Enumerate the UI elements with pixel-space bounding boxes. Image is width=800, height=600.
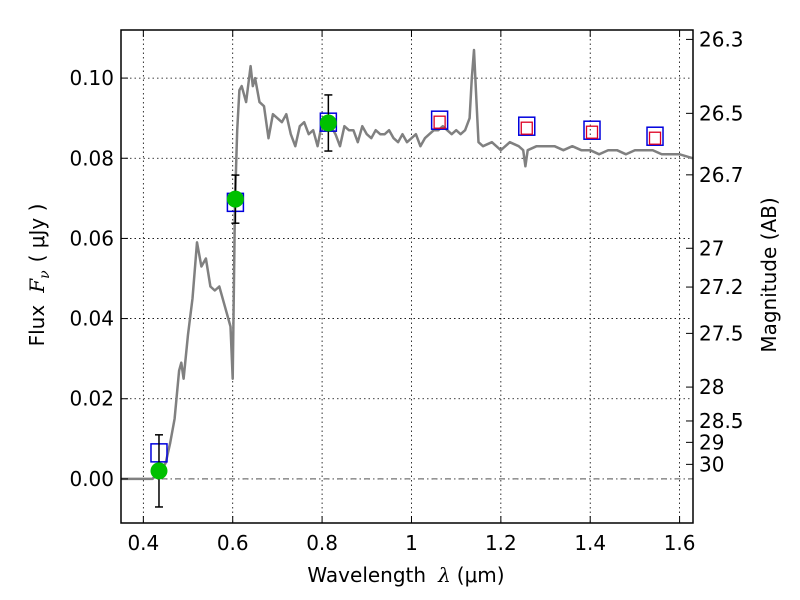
model-photometry-box [430, 110, 449, 130]
x-axis-symbol: λ [437, 563, 451, 587]
y-axis-symbol: F [25, 278, 49, 294]
grid [121, 30, 693, 523]
y-axis-label: Flux Fν ( μJy ) [25, 204, 53, 347]
y2-tick-label: 28 [699, 375, 724, 399]
y-tick-label: 0.04 [69, 307, 114, 331]
x-tick-label: 1.2 [485, 531, 517, 555]
y-tick-label: 0.10 [69, 66, 114, 90]
y-ticks: 0.00 0.02 0.04 0.06 0.08 0.10 [69, 66, 128, 491]
y-axis-unit: ( μJy ) [25, 204, 49, 263]
observed-point [150, 462, 168, 480]
y2-tick-label: 30 [699, 452, 724, 476]
y-axis-subscript: ν [37, 270, 53, 279]
y2-tick-label: 28.5 [699, 409, 744, 433]
y2-axis-label: Magnitude (AB) [757, 197, 781, 352]
model-photometry-box [583, 120, 601, 140]
model-spectrum-line [121, 48, 694, 481]
x-tick-label: 1.6 [664, 531, 696, 555]
x-ticks: 0.4 0.6 0.8 1 1.2 1.4 1.6 [127, 30, 696, 555]
y-tick-label: 0.00 [69, 467, 114, 491]
x-tick-label: 1.4 [574, 531, 606, 555]
model-layer [121, 48, 694, 481]
y-axis-label-text: Flux [25, 305, 49, 347]
observed-point [319, 114, 337, 132]
x-tick-label: 0.4 [127, 531, 159, 555]
upper-limit-box [520, 121, 533, 135]
x-axis-label-text: Wavelength [307, 563, 426, 587]
observed-layer [150, 94, 337, 508]
upper-limit-box [433, 115, 446, 129]
y2-tick-label: 26.7 [699, 163, 744, 187]
y2-tick-label: 27 [699, 236, 724, 260]
y-tick-label: 0.02 [69, 387, 114, 411]
y2-tick-label: 27.5 [699, 321, 744, 345]
upper-limit-box [648, 131, 662, 145]
upper-limit-box [585, 125, 599, 139]
y-tick-label: 0.08 [69, 146, 114, 170]
y2-tick-label: 26.5 [699, 101, 744, 125]
x-axis-label: Wavelength λ (μm) [307, 563, 504, 587]
y-tick-label: 0.06 [69, 226, 114, 250]
y2-tick-label: 26.3 [699, 27, 744, 51]
x-tick-label: 0.6 [217, 531, 249, 555]
model-photometry-box [646, 126, 664, 146]
plot-frame [120, 29, 694, 524]
box-layer [150, 110, 664, 463]
x-axis-unit: (μm) [457, 563, 505, 587]
observed-point [226, 190, 244, 208]
y2-tick-label: 29 [699, 430, 724, 454]
x-tick-label: 1 [405, 531, 418, 555]
y2-tick-label: 27.2 [699, 275, 744, 299]
x-tick-label: 0.8 [306, 531, 338, 555]
model-photometry-box [518, 116, 536, 136]
